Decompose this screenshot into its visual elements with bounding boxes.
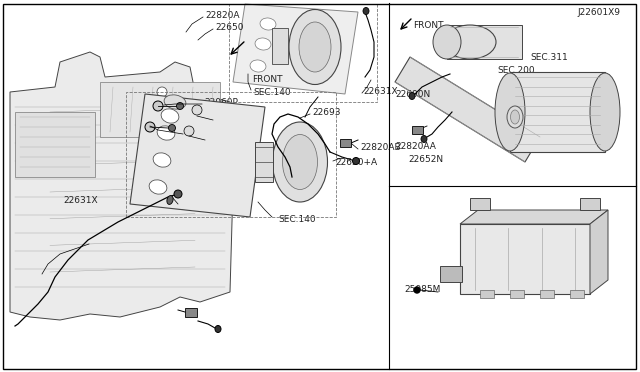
Bar [185,308,197,317]
Ellipse shape [433,25,461,59]
Ellipse shape [153,153,171,167]
Text: J22601X9: J22601X9 [577,7,620,16]
Ellipse shape [409,93,415,99]
Polygon shape [460,210,608,224]
Text: (14950): (14950) [549,228,584,237]
Ellipse shape [507,106,523,128]
Bar [540,290,554,298]
Bar [510,290,524,298]
Text: FRONT: FRONT [413,20,444,29]
Circle shape [184,126,194,136]
Bar [255,142,273,182]
Ellipse shape [289,10,341,84]
Text: FRONT: FRONT [252,74,282,83]
Ellipse shape [215,326,221,333]
Text: 22690N: 22690N [395,90,430,99]
Bar [126,92,336,217]
Ellipse shape [164,95,186,109]
Circle shape [157,87,167,97]
Text: 22650+A: 22650+A [335,157,377,167]
Bar [447,25,522,59]
Ellipse shape [157,126,175,140]
Ellipse shape [250,60,266,72]
Ellipse shape [174,190,182,198]
Ellipse shape [495,73,525,151]
Text: 25085M: 25085M [404,285,440,295]
Polygon shape [233,4,358,94]
Text: 22652N: 22652N [408,154,443,164]
Ellipse shape [167,196,173,205]
Circle shape [192,105,202,115]
Ellipse shape [149,180,167,194]
Circle shape [153,117,163,127]
Ellipse shape [282,135,317,189]
Polygon shape [590,210,608,294]
Ellipse shape [145,122,155,132]
Text: SEC.223: SEC.223 [549,240,586,248]
Text: 22820AA: 22820AA [395,141,436,151]
Ellipse shape [421,135,427,142]
Text: 22060P: 22060P [185,131,219,140]
Text: SEC.311: SEC.311 [530,52,568,61]
Text: 22693: 22693 [312,108,340,116]
Ellipse shape [363,7,369,15]
Ellipse shape [273,122,328,202]
Bar [460,224,590,294]
Ellipse shape [353,157,360,164]
Ellipse shape [177,103,184,109]
Bar [570,290,584,298]
Bar [470,198,490,210]
Bar [272,28,288,64]
Text: 22650: 22650 [215,22,243,32]
Circle shape [167,99,177,109]
Text: ⑶0B120-8301A: ⑶0B120-8301A [200,153,256,161]
Ellipse shape [299,22,331,72]
Text: SEC.140: SEC.140 [278,215,316,224]
Polygon shape [130,94,265,217]
Text: 22820AB: 22820AB [360,142,401,151]
Text: 22060P: 22060P [204,97,238,106]
Ellipse shape [260,18,276,30]
Ellipse shape [153,101,163,111]
Bar [480,290,494,298]
Circle shape [414,287,420,293]
Text: 22693: 22693 [180,202,209,212]
Text: SEC.140: SEC.140 [253,87,291,96]
Ellipse shape [444,25,496,59]
Polygon shape [10,52,235,320]
Ellipse shape [511,110,520,124]
Text: (1): (1) [215,147,226,155]
Bar [100,82,220,137]
Ellipse shape [161,109,179,123]
Bar [412,126,423,134]
Text: SEC.200: SEC.200 [497,65,534,74]
Text: 22820A: 22820A [205,10,239,19]
Ellipse shape [255,38,271,50]
Ellipse shape [168,125,175,131]
Text: (1): (1) [215,160,226,169]
Text: 22631X: 22631X [363,87,397,96]
Text: ⑶0B120-8301A: ⑶0B120-8301A [200,140,256,148]
Polygon shape [395,57,540,162]
Bar [440,266,462,282]
Text: 22631X: 22631X [63,196,98,205]
Bar [580,198,600,210]
Ellipse shape [590,73,620,151]
Bar [15,112,95,177]
Bar [229,4,377,102]
Bar [510,72,605,152]
Bar [340,139,351,147]
